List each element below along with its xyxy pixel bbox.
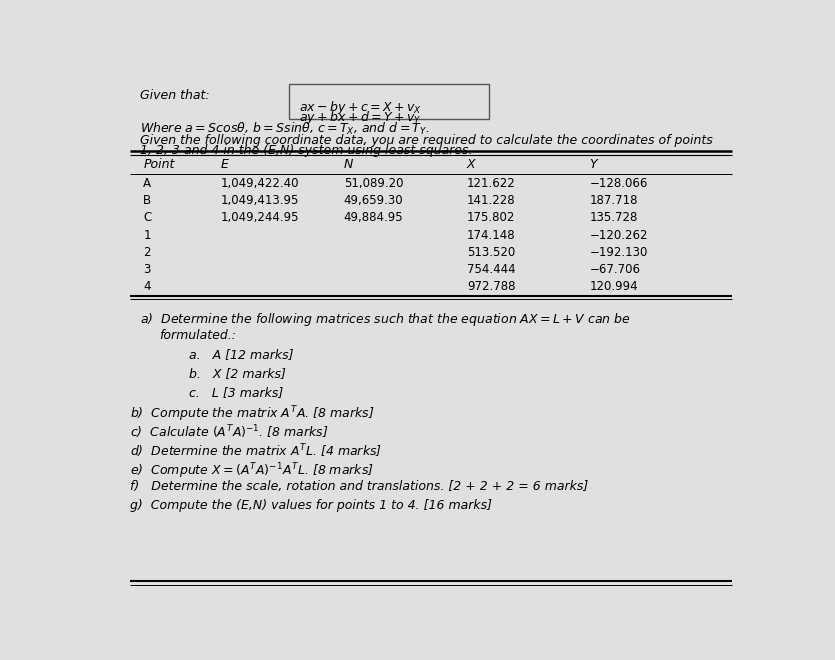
- Text: 135.728: 135.728: [590, 211, 638, 224]
- Text: 49,884.95: 49,884.95: [344, 211, 403, 224]
- Text: 49,659.30: 49,659.30: [344, 194, 403, 207]
- Text: Point: Point: [144, 158, 175, 171]
- Text: N: N: [344, 158, 353, 171]
- Text: formulated.:: formulated.:: [159, 329, 236, 343]
- Text: Where $a = Scos\theta$, $b = Ssin\theta$, $c = T_X$, and $d = T_Y$.: Where $a = Scos\theta$, $b = Ssin\theta$…: [140, 121, 429, 137]
- Text: g)  Compute the (E,N) values for points 1 to 4. [16 marks]: g) Compute the (E,N) values for points 1…: [130, 499, 493, 512]
- Text: 1,049,422.40: 1,049,422.40: [220, 177, 300, 189]
- Text: A: A: [144, 177, 151, 189]
- Text: 4: 4: [144, 280, 150, 294]
- Text: 187.718: 187.718: [590, 194, 638, 207]
- Text: a)  Determine the following matrices such that the equation $AX = L + V$ can be: a) Determine the following matrices such…: [140, 311, 630, 327]
- Text: d)  Determine the matrix $A^TL$. [4 marks]: d) Determine the matrix $A^TL$. [4 marks…: [130, 442, 382, 460]
- Text: b.   X [2 marks]: b. X [2 marks]: [189, 367, 286, 380]
- Text: 1,049,413.95: 1,049,413.95: [220, 194, 299, 207]
- Text: 121.622: 121.622: [467, 177, 515, 189]
- Text: 2: 2: [144, 246, 150, 259]
- Text: 1,049,244.95: 1,049,244.95: [220, 211, 300, 224]
- Text: b)  Compute the matrix $A^TA$. [8 marks]: b) Compute the matrix $A^TA$. [8 marks]: [130, 405, 375, 424]
- Text: −192.130: −192.130: [590, 246, 648, 259]
- Text: 51,089.20: 51,089.20: [344, 177, 403, 189]
- Text: Given that:: Given that:: [140, 89, 210, 102]
- Text: $ay + bx + d = Y + v_Y$: $ay + bx + d = Y + v_Y$: [299, 109, 421, 125]
- Text: c.   L [3 marks]: c. L [3 marks]: [189, 386, 283, 399]
- Text: −128.066: −128.066: [590, 177, 648, 189]
- Text: a.   A [12 marks]: a. A [12 marks]: [189, 348, 293, 361]
- Text: E: E: [220, 158, 229, 171]
- Text: −120.262: −120.262: [590, 228, 648, 242]
- Text: 513.520: 513.520: [467, 246, 515, 259]
- Text: 754.444: 754.444: [467, 263, 515, 276]
- Text: f)   Determine the scale, rotation and translations. [2 + 2 + 2 = 6 marks]: f) Determine the scale, rotation and tra…: [130, 480, 589, 493]
- Text: C: C: [144, 211, 151, 224]
- Text: c)  Calculate $(A^TA)^{-1}$. [8 marks]: c) Calculate $(A^TA)^{-1}$. [8 marks]: [130, 424, 329, 441]
- Text: Given the following coordinate data, you are required to calculate the coordinat: Given the following coordinate data, you…: [140, 134, 713, 147]
- Text: 175.802: 175.802: [467, 211, 515, 224]
- Text: Y: Y: [590, 158, 597, 171]
- Text: 1, 2, 3 and 4 in the (E,N) system using least squares.: 1, 2, 3 and 4 in the (E,N) system using …: [140, 144, 473, 156]
- Text: 972.788: 972.788: [467, 280, 515, 294]
- Text: 3: 3: [144, 263, 150, 276]
- Text: $ax - by + c = X + v_X$: $ax - by + c = X + v_X$: [299, 98, 422, 115]
- Text: B: B: [144, 194, 151, 207]
- Text: 120.994: 120.994: [590, 280, 638, 294]
- Text: 174.148: 174.148: [467, 228, 515, 242]
- Text: 141.228: 141.228: [467, 194, 515, 207]
- Text: X: X: [467, 158, 475, 171]
- Text: 1: 1: [144, 228, 150, 242]
- Text: −67.706: −67.706: [590, 263, 640, 276]
- Text: e)  Compute $X = (A^TA)^{-1}A^TL$. [8 marks]: e) Compute $X = (A^TA)^{-1}A^TL$. [8 mar…: [130, 461, 374, 480]
